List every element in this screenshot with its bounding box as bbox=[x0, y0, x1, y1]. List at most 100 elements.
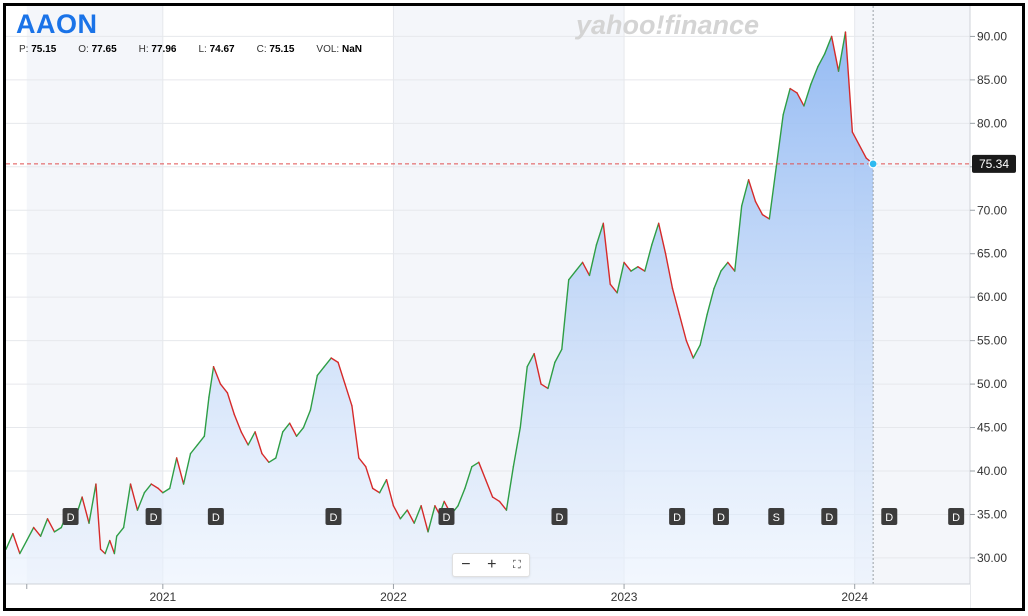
price-segment bbox=[630, 266, 639, 272]
price-segment bbox=[699, 313, 708, 346]
price-segment bbox=[568, 270, 577, 281]
price-segment bbox=[261, 452, 270, 464]
price-segment bbox=[478, 461, 487, 481]
dividend-label: D bbox=[556, 512, 564, 524]
fullscreen-icon[interactable]: ⛶ bbox=[513, 559, 521, 571]
yahoo-finance-watermark: yahoo!finance bbox=[576, 10, 760, 40]
ohlc-price: P: 75.15 bbox=[19, 44, 57, 55]
price-segment bbox=[208, 366, 215, 398]
price-segment bbox=[295, 426, 305, 437]
price-segment bbox=[491, 496, 501, 503]
price-segment bbox=[226, 392, 236, 416]
price-segment bbox=[189, 444, 199, 455]
price-segment bbox=[344, 383, 353, 407]
price-segment bbox=[399, 509, 408, 520]
price-segment bbox=[150, 483, 159, 490]
price-segment bbox=[713, 270, 722, 290]
price-segment bbox=[692, 344, 701, 359]
y-axis-background bbox=[970, 6, 1022, 608]
price-segment bbox=[471, 461, 480, 468]
dividend-badge bbox=[551, 508, 568, 525]
y-tick-label: 70.00 bbox=[977, 203, 1007, 217]
price-segment bbox=[99, 548, 106, 555]
price-segment bbox=[136, 492, 146, 511]
price-segment bbox=[761, 213, 771, 220]
dividend-badge bbox=[145, 508, 162, 525]
price-segment bbox=[115, 526, 125, 537]
price-segment bbox=[53, 526, 63, 533]
price-segment bbox=[623, 261, 632, 272]
price-segment bbox=[196, 435, 206, 446]
price-segment bbox=[247, 431, 256, 446]
price-segment bbox=[323, 357, 332, 368]
price-segment bbox=[19, 539, 28, 555]
price-segment bbox=[651, 222, 660, 246]
x-tick-label: 2022 bbox=[380, 590, 407, 604]
price-segment bbox=[275, 431, 284, 459]
chart-panel: D D D D D D D D S D D D 30.00 35.00 40.00 45.00 50.00 55… bbox=[3, 3, 1025, 611]
price-chart[interactable]: D D D D D D D D S D D D 30.00 35.00 40.00 45.00 50.00 55… bbox=[6, 6, 1022, 608]
price-segment bbox=[595, 222, 605, 246]
dividend-label: D bbox=[212, 512, 220, 524]
dividend-label: D bbox=[443, 512, 451, 524]
dividend-badge bbox=[669, 508, 686, 525]
price-segment bbox=[32, 526, 42, 537]
price-segment bbox=[602, 222, 611, 285]
dividend-label: D bbox=[150, 512, 158, 524]
price-segment bbox=[685, 339, 694, 359]
y-tick-label: 30.00 bbox=[977, 551, 1007, 565]
price-segment bbox=[282, 422, 291, 433]
y-tick-label: 50.00 bbox=[977, 377, 1007, 391]
price-segment bbox=[851, 131, 861, 146]
price-segment bbox=[498, 500, 508, 511]
year-band bbox=[854, 6, 970, 584]
price-segment bbox=[104, 539, 111, 555]
price-segment bbox=[837, 31, 847, 72]
x-tick-label: 2021 bbox=[149, 590, 176, 604]
price-segment bbox=[203, 396, 210, 437]
price-segment bbox=[330, 357, 339, 364]
price-segment bbox=[561, 279, 570, 351]
zoom-in-button[interactable]: + bbox=[487, 556, 497, 573]
price-segment bbox=[858, 144, 867, 159]
dividend-badge bbox=[438, 508, 455, 525]
price-segment bbox=[413, 505, 422, 524]
price-segment bbox=[81, 496, 90, 524]
dividend-label: D bbox=[330, 512, 338, 524]
ohlc-open: O: 77.65 bbox=[78, 44, 117, 55]
price-segment bbox=[162, 487, 171, 494]
price-segment bbox=[554, 348, 563, 364]
ticker-symbol: AAON bbox=[16, 9, 98, 39]
ohlc-volume: VOL: NaN bbox=[316, 44, 363, 55]
price-segment bbox=[240, 431, 249, 446]
y-tick-label: 90.00 bbox=[977, 29, 1007, 43]
price-segment bbox=[540, 383, 549, 390]
price-segment bbox=[464, 465, 473, 490]
zoom-out-button[interactable]: − bbox=[461, 556, 471, 573]
price-segment bbox=[219, 383, 229, 394]
price-segment bbox=[233, 413, 242, 433]
current-price-marker bbox=[868, 159, 878, 169]
price-segment bbox=[671, 287, 681, 316]
price-segment bbox=[574, 261, 584, 272]
y-tick-label: 65.00 bbox=[977, 247, 1007, 261]
price-segment bbox=[212, 366, 222, 385]
dividend-label: D bbox=[825, 512, 833, 524]
x-axis-background bbox=[6, 584, 970, 608]
price-segment bbox=[824, 35, 833, 55]
dividend-label: D bbox=[717, 512, 725, 524]
price-segment bbox=[337, 361, 346, 385]
price-segment bbox=[747, 179, 757, 203]
price-segment bbox=[316, 366, 325, 377]
dividend-label: D bbox=[885, 512, 893, 524]
price-segment bbox=[157, 487, 164, 494]
price-segment bbox=[95, 483, 102, 550]
price-segment bbox=[706, 287, 715, 316]
price-segment bbox=[457, 487, 466, 507]
price-segment bbox=[129, 483, 139, 511]
price-segment bbox=[644, 244, 653, 272]
price-segment bbox=[175, 457, 185, 485]
dividend-badge bbox=[712, 508, 729, 525]
price-segment bbox=[609, 283, 618, 294]
price-segment bbox=[6, 532, 14, 550]
